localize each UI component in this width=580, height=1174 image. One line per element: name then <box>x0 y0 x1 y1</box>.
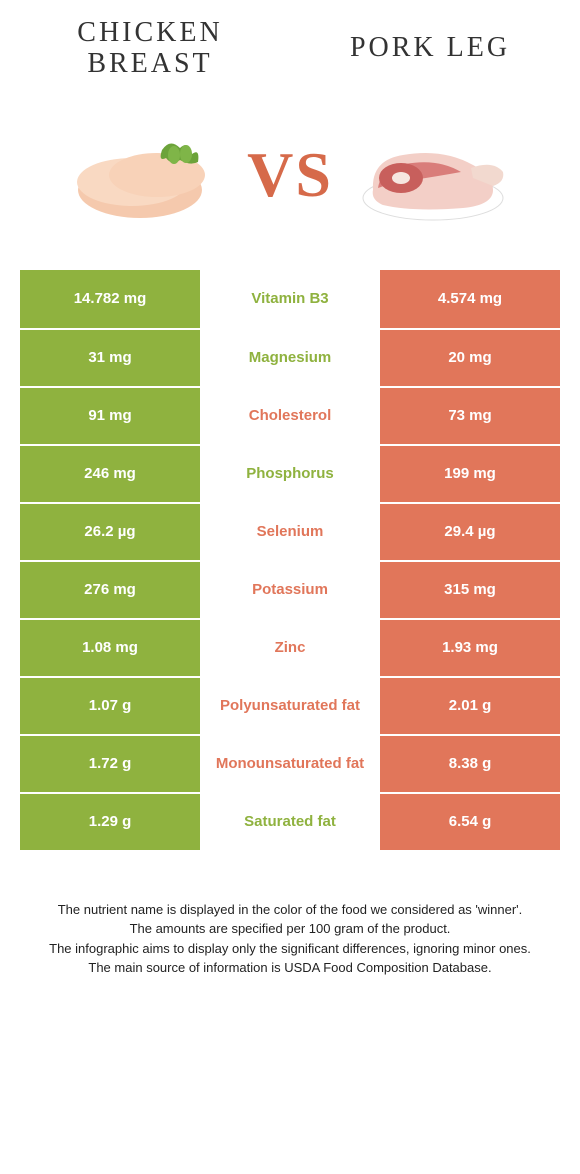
nutrient-label-cell: Selenium <box>200 504 380 560</box>
right-value-cell: 6.54 g <box>380 794 560 850</box>
table-row: 1.29 gSaturated fat6.54 g <box>20 792 560 850</box>
right-value-cell: 20 mg <box>380 330 560 386</box>
footer-line-4: The main source of information is USDA F… <box>30 958 550 978</box>
table-row: 31 mgMagnesium20 mg <box>20 328 560 386</box>
header-left-title-wrap: CHICKEN BREAST <box>40 18 260 80</box>
table-row: 1.07 gPolyunsaturated fat2.01 g <box>20 676 560 734</box>
left-value-cell: 14.782 mg <box>20 270 200 328</box>
table-row: 1.08 mgZinc1.93 mg <box>20 618 560 676</box>
table-row: 246 mgPhosphorus199 mg <box>20 444 560 502</box>
left-value-cell: 1.07 g <box>20 678 200 734</box>
nutrient-label-cell: Zinc <box>200 620 380 676</box>
right-value-cell: 315 mg <box>380 562 560 618</box>
vs-label: VS <box>247 138 333 212</box>
vs-row: VS <box>0 120 580 230</box>
right-value-cell: 29.4 µg <box>380 504 560 560</box>
table-row: 276 mgPotassium315 mg <box>20 560 560 618</box>
table-row: 1.72 gMonounsaturated fat8.38 g <box>20 734 560 792</box>
footer-line-3: The infographic aims to display only the… <box>30 939 550 959</box>
header: CHICKEN BREAST PORK LEG <box>0 0 580 90</box>
right-value-cell: 1.93 mg <box>380 620 560 676</box>
left-value-cell: 276 mg <box>20 562 200 618</box>
table-row: 14.782 mgVitamin B34.574 mg <box>20 270 560 328</box>
pork-leg-image <box>343 120 518 230</box>
nutrient-label-cell: Monounsaturated fat <box>200 736 380 792</box>
nutrient-label-cell: Polyunsaturated fat <box>200 678 380 734</box>
left-value-cell: 1.29 g <box>20 794 200 850</box>
header-right-title-wrap: PORK LEG <box>320 18 540 80</box>
left-value-cell: 26.2 µg <box>20 504 200 560</box>
nutrient-label-cell: Vitamin B3 <box>200 270 380 328</box>
nutrient-label-cell: Magnesium <box>200 330 380 386</box>
right-value-cell: 4.574 mg <box>380 270 560 328</box>
footer-notes: The nutrient name is displayed in the co… <box>30 900 550 978</box>
left-value-cell: 1.72 g <box>20 736 200 792</box>
left-value-cell: 31 mg <box>20 330 200 386</box>
left-food-title: CHICKEN BREAST <box>40 18 260 80</box>
nutrient-label-cell: Phosphorus <box>200 446 380 502</box>
chicken-breast-image <box>62 120 237 230</box>
nutrient-label-cell: Cholesterol <box>200 388 380 444</box>
right-value-cell: 2.01 g <box>380 678 560 734</box>
right-food-title: PORK LEG <box>350 33 510 64</box>
right-value-cell: 8.38 g <box>380 736 560 792</box>
left-value-cell: 246 mg <box>20 446 200 502</box>
left-value-cell: 91 mg <box>20 388 200 444</box>
table-row: 26.2 µgSelenium29.4 µg <box>20 502 560 560</box>
table-row: 91 mgCholesterol73 mg <box>20 386 560 444</box>
nutrient-label-cell: Potassium <box>200 562 380 618</box>
footer-line-1: The nutrient name is displayed in the co… <box>30 900 550 920</box>
nutrient-table: 14.782 mgVitamin B34.574 mg31 mgMagnesiu… <box>20 270 560 850</box>
right-value-cell: 199 mg <box>380 446 560 502</box>
right-value-cell: 73 mg <box>380 388 560 444</box>
nutrient-label-cell: Saturated fat <box>200 794 380 850</box>
footer-line-2: The amounts are specified per 100 gram o… <box>30 919 550 939</box>
left-value-cell: 1.08 mg <box>20 620 200 676</box>
